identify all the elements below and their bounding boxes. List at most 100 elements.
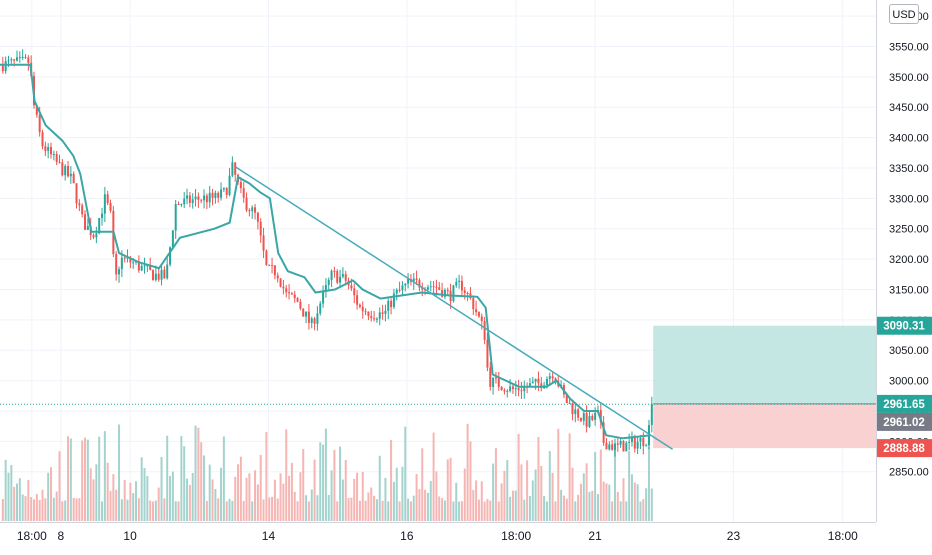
volume-bar	[341, 479, 344, 521]
x-tick-label: 18:00	[828, 529, 858, 543]
volume-bars	[1, 423, 653, 521]
candle-body	[378, 312, 381, 319]
y-tick-label: 3500.00	[889, 72, 929, 84]
volume-bar	[67, 436, 70, 521]
volume-bar	[324, 428, 327, 521]
y-tick-label: 3200.00	[889, 254, 929, 266]
volume-bar	[55, 491, 58, 521]
volume-bar	[69, 438, 72, 521]
volume-bar	[452, 501, 455, 521]
volume-bar	[630, 474, 633, 521]
candle-body	[41, 132, 44, 147]
candle-body	[574, 409, 577, 415]
candle-body	[217, 192, 220, 198]
candle-body	[494, 377, 497, 379]
volume-bar	[174, 501, 177, 521]
price-label-text: 2961.65	[883, 399, 925, 411]
candle-body	[109, 203, 112, 211]
volume-bar	[367, 492, 370, 521]
volume-bar	[4, 459, 7, 521]
candle-body	[443, 290, 446, 297]
overlay-lines	[0, 63, 876, 450]
volume-bar	[197, 427, 200, 521]
candle-body	[435, 286, 438, 288]
candle-body	[432, 286, 435, 288]
candle-body	[13, 59, 16, 61]
volume-bar	[293, 491, 296, 521]
candle-body	[248, 210, 251, 212]
volume-bar	[429, 481, 432, 521]
candle-body	[489, 367, 492, 387]
candle-body	[259, 221, 262, 236]
volume-bar	[384, 477, 387, 521]
candle-body	[387, 300, 390, 311]
volume-bar	[458, 501, 461, 521]
volume-bar	[503, 470, 506, 521]
candle-body	[254, 207, 257, 213]
candle-body	[152, 270, 155, 281]
volume-bar	[554, 501, 557, 521]
volume-bar	[75, 498, 78, 521]
candle-body	[84, 214, 87, 230]
candle-body	[554, 378, 557, 382]
volume-bar	[239, 456, 242, 521]
volume-bar	[398, 501, 401, 521]
profit-zone	[653, 325, 876, 404]
volume-bar	[205, 500, 208, 521]
candle-body	[367, 311, 370, 317]
candle-body	[639, 437, 642, 442]
x-tick-label: 21	[588, 529, 602, 543]
volume-bar	[115, 489, 118, 521]
candle-body	[208, 192, 211, 203]
candle-body	[514, 388, 517, 390]
volume-bar	[30, 496, 33, 521]
volume-bar	[194, 425, 197, 521]
price-label-text: 2888.88	[883, 443, 925, 455]
candle-body	[92, 235, 95, 238]
candle-body	[630, 437, 633, 442]
volume-bar	[557, 428, 560, 521]
candle-body	[341, 274, 344, 277]
volume-bar	[1, 498, 4, 521]
x-tick-label: 18:00	[501, 529, 531, 543]
volume-bar	[129, 482, 132, 521]
volume-bar	[350, 497, 353, 521]
volume-bar	[390, 439, 393, 521]
candle-body	[571, 403, 574, 415]
volume-bar	[424, 489, 427, 521]
volume-bar	[548, 451, 551, 521]
candle-body	[174, 204, 177, 231]
candle-body	[565, 394, 568, 404]
candle-body	[330, 270, 333, 280]
candle-body	[200, 199, 203, 201]
candle-body	[506, 391, 509, 393]
y-tick-label: 3350.00	[889, 163, 929, 175]
volume-bar	[84, 437, 87, 521]
candle-body	[395, 289, 398, 294]
volume-bar	[86, 439, 89, 521]
candle-body	[1, 64, 4, 72]
candle-body	[390, 300, 393, 308]
volume-bar	[132, 493, 135, 521]
candle-body	[429, 286, 432, 288]
candle-body	[146, 265, 149, 267]
candle-body	[503, 390, 506, 392]
candle-body	[310, 318, 313, 323]
candle-body	[120, 257, 123, 270]
volume-bar	[313, 459, 316, 521]
volume-bar	[169, 475, 172, 521]
volume-bar	[543, 495, 546, 521]
volume-bar	[299, 472, 302, 521]
volume-bar	[511, 490, 514, 521]
volume-bar	[271, 496, 274, 521]
candle-body	[438, 287, 441, 290]
candle-body	[375, 318, 378, 320]
candle-body	[234, 162, 237, 175]
candle-body	[103, 194, 106, 214]
volume-bar	[619, 501, 622, 521]
candle-body	[628, 441, 631, 443]
currency-badge[interactable]: USD	[889, 4, 919, 24]
volume-bar	[259, 454, 262, 521]
